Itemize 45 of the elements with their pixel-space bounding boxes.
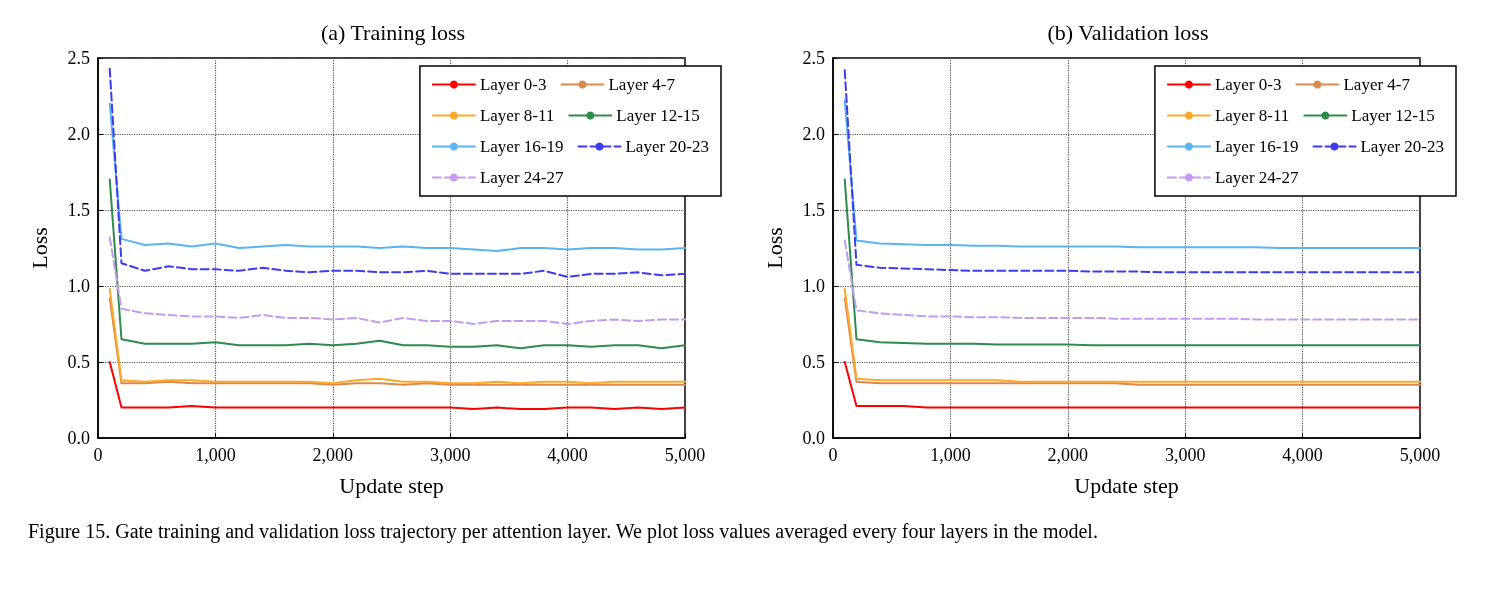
legend-label: Layer 24-27 [479,168,564,187]
x-tick-label: 0 [828,445,838,465]
y-axis-title: Loss [761,227,787,269]
x-tick-label: 0 [93,445,103,465]
x-tick-label: 1,000 [930,445,971,465]
x-axis-title: Update step [339,472,444,498]
x-tick-label: 3,000 [429,445,471,465]
x-tick-label: 4,000 [1282,445,1323,465]
x-tick-label: 2,000 [312,445,354,465]
chart-title: (b) Validation loss [1047,19,1209,45]
legend-label: Layer 12-15 [1351,106,1435,125]
x-tick-label: 4,000 [547,445,588,465]
y-tick-label: 0.0 [802,428,825,448]
y-tick-label: 2.0 [67,124,90,144]
x-tick-label: 5,000 [664,445,706,465]
y-tick-label: 0.5 [802,352,825,372]
y-tick-label: 2.0 [802,124,825,144]
legend-label: Layer 20-23 [625,137,710,156]
x-tick-label: 5,000 [1399,445,1441,465]
legend-label: Layer 4-7 [1343,75,1411,94]
x-axis-title: Update step [1074,472,1179,498]
legend-label: Layer 8-11 [479,106,555,125]
y-tick-label: 0.5 [67,352,90,372]
x-tick-label: 2,000 [1047,445,1089,465]
chart-title: (a) Training loss [320,19,466,45]
legend-label: Layer 20-23 [1360,137,1445,156]
legend-label: Layer 16-19 [479,137,564,156]
legend-label: Layer 0-3 [1214,75,1282,94]
y-tick-label: 1.5 [802,200,825,220]
y-tick-label: 1.0 [802,276,825,296]
y-tick-label: 1.5 [67,200,90,220]
y-tick-label: 2.5 [802,48,825,68]
legend-label: Layer 8-11 [1214,106,1290,125]
y-tick-label: 1.0 [67,276,90,296]
x-tick-label: 1,000 [195,445,236,465]
legend-label: Layer 0-3 [479,75,547,94]
legend-label: Layer 16-19 [1214,137,1299,156]
caption: Figure 15. Gate training and validation loss trajectory per attention layer. We plot loss values averaged every four layers in the model. [27,519,1099,544]
legend-label: Layer 4-7 [608,75,676,94]
legend-label: Layer 12-15 [616,106,700,125]
x-tick-label: 3,000 [1164,445,1206,465]
y-axis-title: Loss [26,227,52,269]
legend-label: Layer 24-27 [1214,168,1299,187]
y-tick-label: 0.0 [67,428,90,448]
y-tick-label: 2.5 [67,48,90,68]
